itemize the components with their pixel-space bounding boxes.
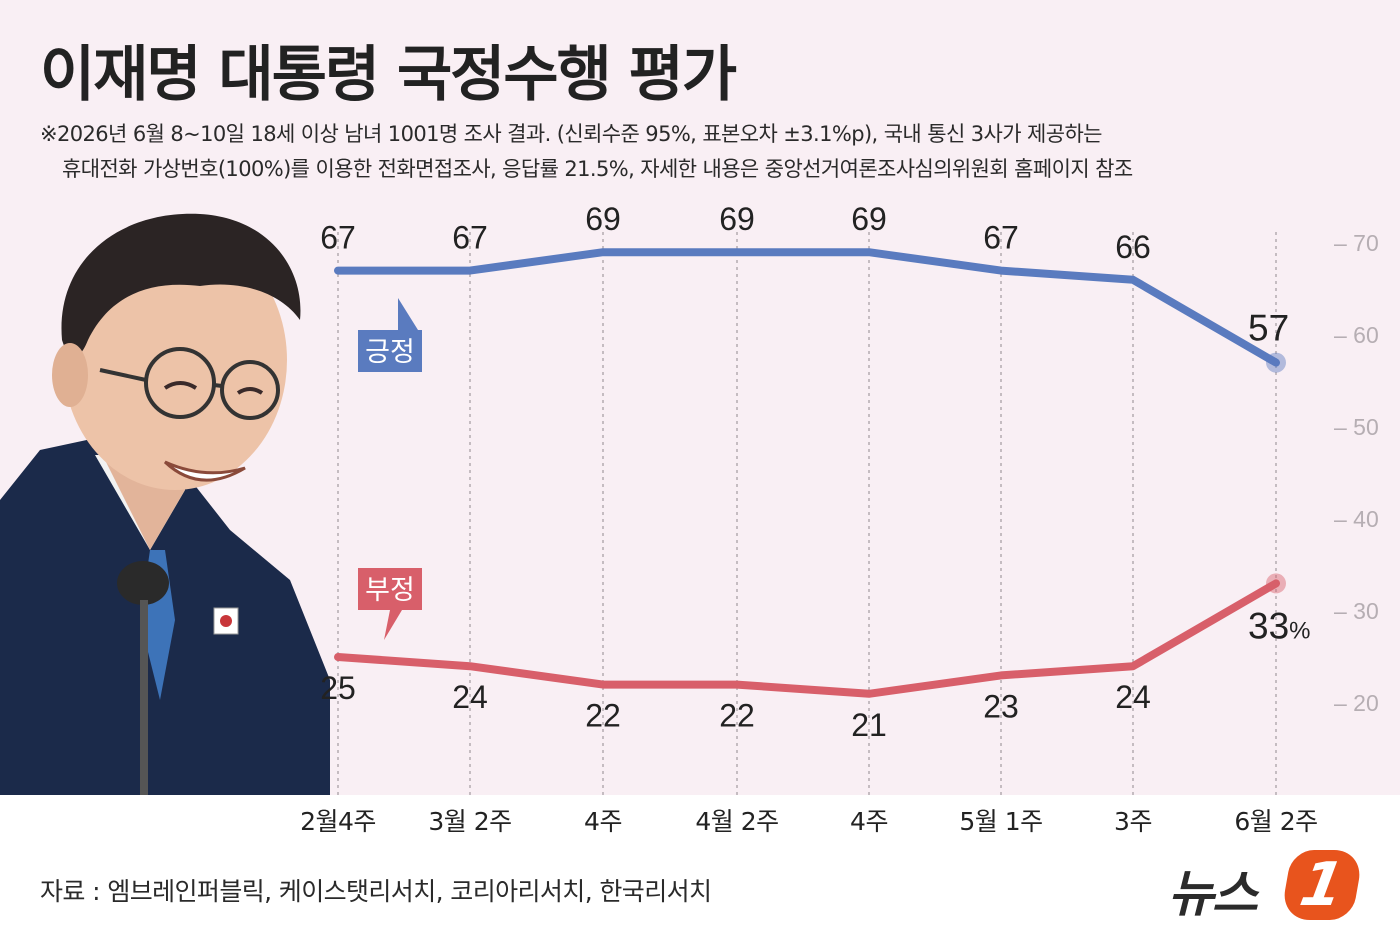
- footer-band: [0, 795, 1400, 950]
- logo-badge: 1: [1279, 850, 1365, 920]
- data-label: 24: [1115, 679, 1151, 715]
- president-portrait-icon: [0, 213, 330, 795]
- data-label: 25: [320, 670, 356, 706]
- data-label: 69: [585, 201, 621, 237]
- survey-note-line-1: ※2026년 6월 8~10일 18세 이상 남녀 1001명 조사 결과. (…: [40, 122, 1103, 146]
- y-tick-label: – 40: [1334, 506, 1379, 532]
- data-label: 33%: [1248, 605, 1311, 646]
- page-title: 이재명 대통령 국정수행 평가: [40, 40, 737, 110]
- data-source: 자료 : 엠브레인퍼블릭, 케이스탯리서치, 코리아리서치, 한국리서치: [40, 877, 712, 906]
- logo-text: 뉴스: [1168, 865, 1258, 923]
- survey-note-line-2: 휴대전화 가상번호(100%)를 이용한 전화면접조사, 응답률 21.5%, …: [62, 157, 1133, 181]
- data-label: 69: [851, 201, 887, 237]
- positive-series-label: 긍정: [365, 337, 415, 368]
- y-tick-label: – 60: [1334, 322, 1379, 348]
- y-tick-label: – 50: [1334, 414, 1379, 440]
- data-label: 67: [320, 220, 356, 256]
- data-label: 23: [983, 688, 1019, 724]
- data-label: 24: [452, 679, 488, 715]
- x-tick-label: 6월 2주: [1234, 807, 1317, 836]
- series-end-marker: [1266, 573, 1286, 594]
- negative-series-label: 부정: [365, 575, 415, 606]
- series-line-positive: [334, 248, 1280, 367]
- news1-logo: 뉴스 1: [1168, 850, 1365, 925]
- data-label-suffix: %: [1289, 617, 1310, 644]
- data-label: 66: [1115, 229, 1151, 265]
- y-tick-label: – 70: [1334, 230, 1379, 256]
- data-label: 22: [585, 698, 621, 734]
- data-label: 57: [1248, 308, 1289, 349]
- data-label: 21: [851, 707, 887, 743]
- series-end-marker: [1266, 352, 1286, 373]
- x-tick-label: 3주: [1114, 807, 1152, 836]
- data-label: 69: [719, 201, 755, 237]
- y-tick-label: – 30: [1334, 598, 1379, 624]
- data-label: 22: [719, 698, 755, 734]
- series-line-negative: [334, 579, 1280, 698]
- data-label: 67: [452, 220, 488, 256]
- data-label: 67: [983, 220, 1019, 256]
- x-tick-label: 5월 1주: [959, 807, 1042, 836]
- y-tick-label: – 20: [1334, 690, 1379, 716]
- negative-callout-bubble: [358, 568, 422, 640]
- x-tick-label: 4월 2주: [695, 807, 778, 836]
- x-tick-label: 2월4주: [300, 807, 376, 836]
- x-tick-label: 4주: [584, 807, 622, 836]
- positive-callout-bubble: [358, 298, 422, 372]
- x-tick-label: 3월 2주: [428, 807, 511, 836]
- x-tick-label: 4주: [850, 807, 888, 836]
